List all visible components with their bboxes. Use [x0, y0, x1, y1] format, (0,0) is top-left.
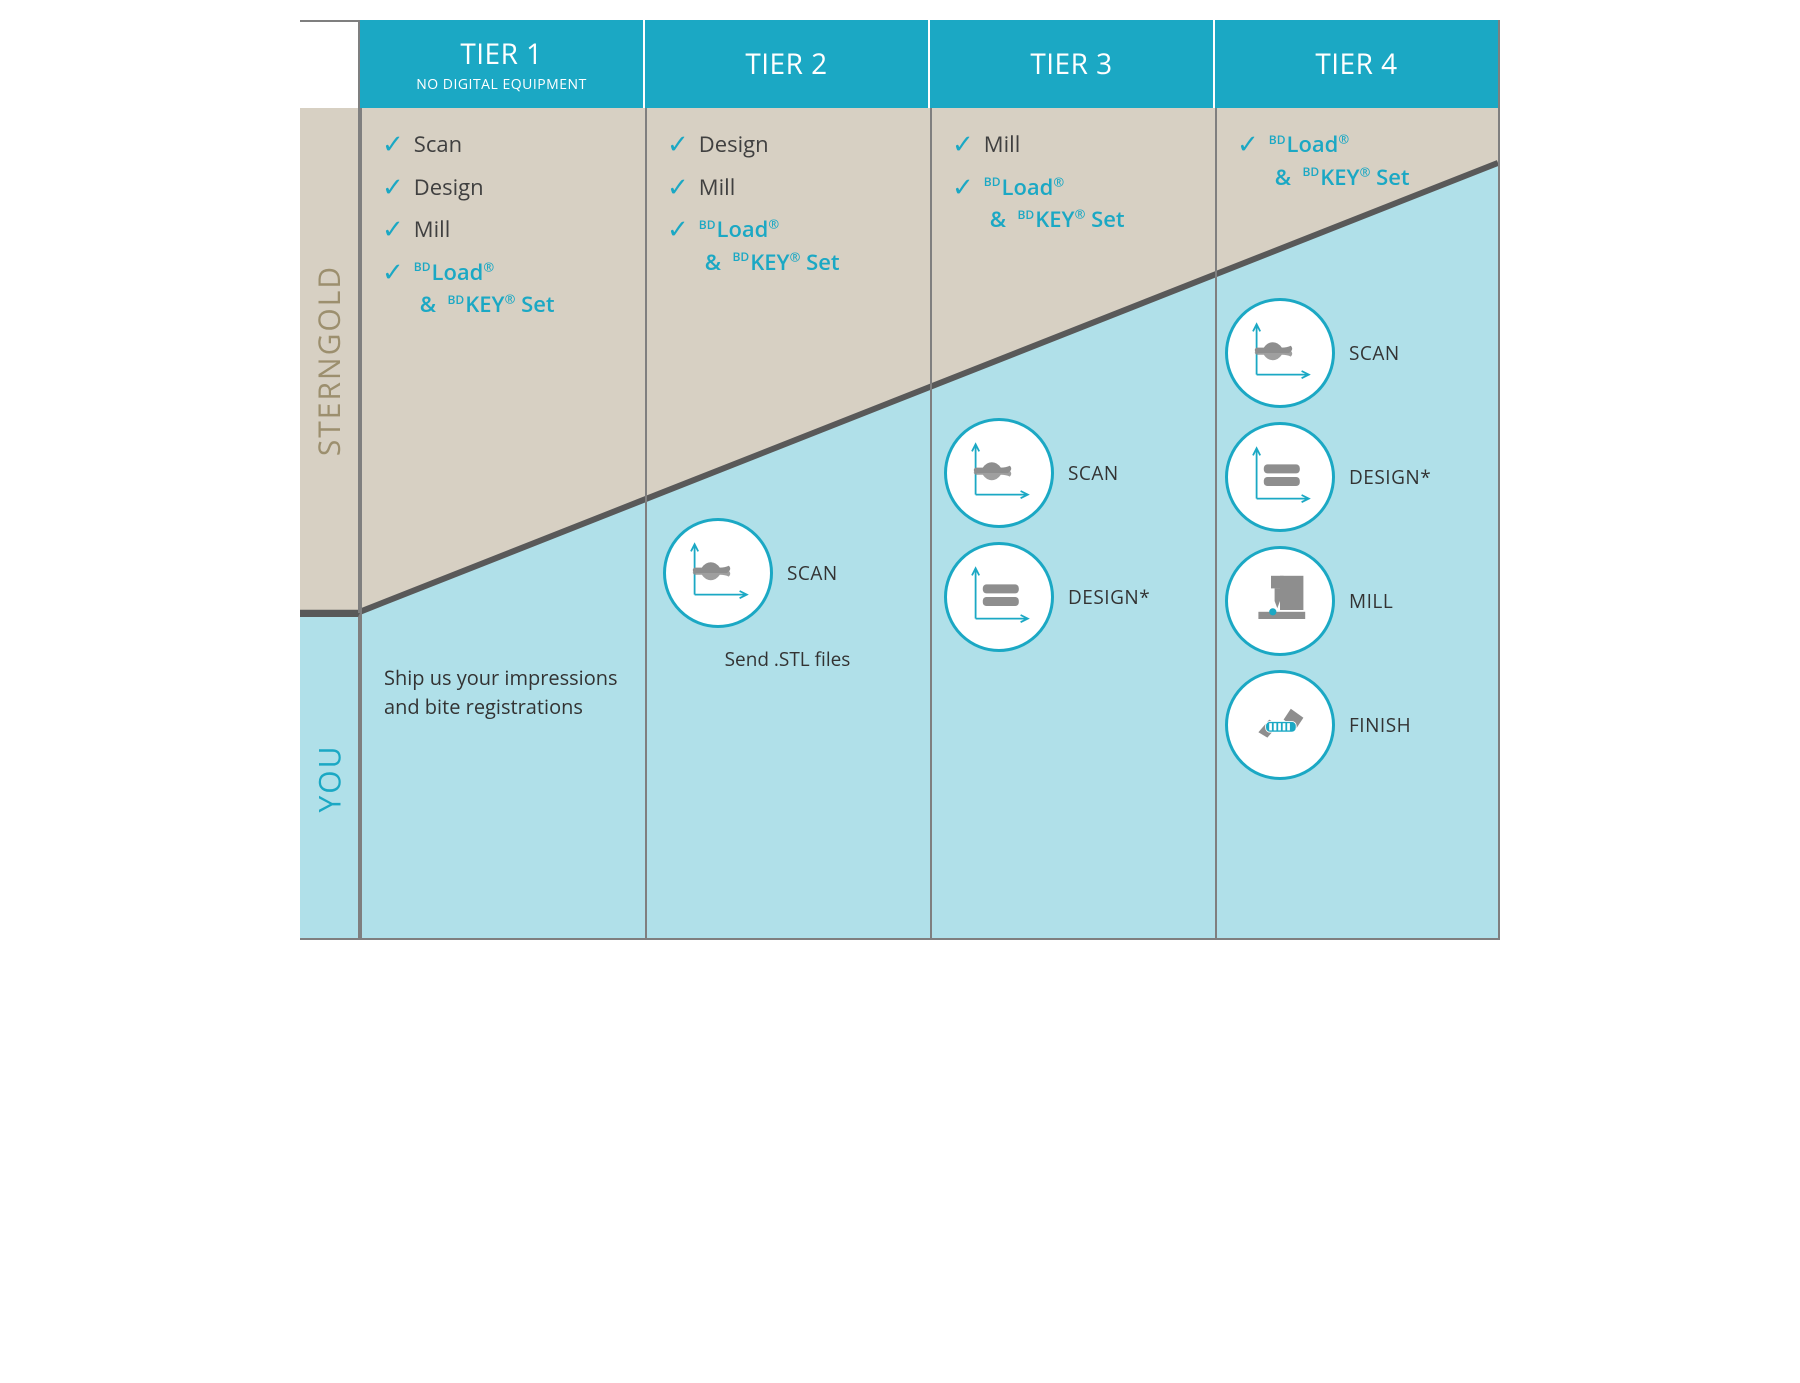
header-title: TIER 2 — [745, 45, 827, 83]
check-item: ✓ Mill — [667, 173, 914, 202]
check-text: BDLoad® & BDKEY® Set — [699, 215, 840, 276]
check-item: ✓ Design — [382, 173, 629, 202]
tier-2-sterngold: ✓ Design ✓ Mill ✓ BDLoad® & BDKEY® Set — [667, 130, 914, 276]
check-text: Mill — [699, 173, 735, 202]
you-step-label: SCAN — [787, 560, 838, 586]
you-step: FINISH — [1225, 670, 1490, 780]
you-step-label: MILL — [1349, 588, 1393, 614]
row-label-you: YOU — [300, 613, 360, 940]
check-icon: ✓ — [382, 173, 404, 199]
tier-comparison-chart: TIER 1 NO DIGITAL EQUIPMENT TIER 2 TIER … — [300, 20, 1500, 940]
row-label-text: YOU — [309, 745, 350, 813]
check-icon: ✓ — [952, 173, 974, 199]
tier-3-icons: SCAN DESIGN* — [944, 418, 1201, 652]
tier-1-you: Ship us your impressions and bite regist… — [360, 663, 645, 721]
you-step-label: SCAN — [1349, 340, 1400, 366]
check-text: BDLoad® & BDKEY® Set — [414, 258, 555, 319]
check-text: Mill — [984, 130, 1020, 159]
tier-3-sterngold: ✓ Mill ✓ BDLoad® & BDKEY® Set — [952, 130, 1199, 234]
header-title: TIER 3 — [1030, 45, 1112, 83]
you-step-label: DESIGN* — [1349, 464, 1431, 490]
design-icon — [1225, 422, 1335, 532]
you-step-label: FINISH — [1349, 712, 1411, 738]
check-icon: ✓ — [667, 173, 689, 199]
scan-icon — [1225, 298, 1335, 408]
header-title: TIER 1 — [460, 35, 542, 73]
scan-icon — [663, 518, 773, 628]
tier-1-you-note: Ship us your impressions and bite regist… — [384, 663, 621, 721]
row-label-text: STERNGOLD — [309, 265, 350, 456]
you-step: SCAN — [944, 418, 1201, 528]
check-item-accent: ✓ BDLoad® & BDKEY® Set — [382, 258, 629, 319]
tier-2-you-note: Send .STL files — [663, 646, 912, 672]
check-text: Scan — [414, 130, 462, 159]
check-icon: ✓ — [382, 130, 404, 156]
check-text: BDLoad® & BDKEY® Set — [984, 173, 1125, 234]
scan-icon — [944, 418, 1054, 528]
check-text: Design — [699, 130, 769, 159]
check-text: Design — [414, 173, 484, 202]
tier-2-you: SCAN Send .STL files — [645, 518, 930, 672]
tier-1-sterngold: ✓ Scan ✓ Design ✓ Mill ✓ BDLoad® & BDKEY… — [382, 130, 629, 319]
header-spacer — [300, 20, 360, 108]
tier-1-column: ✓ Scan ✓ Design ✓ Mill ✓ BDLoad® & BDKEY… — [360, 108, 645, 938]
tier-4-sterngold: ✓ BDLoad® & BDKEY® Set — [1237, 130, 1484, 191]
you-step: DESIGN* — [1225, 422, 1490, 532]
header-tier-3: TIER 3 — [930, 20, 1215, 108]
tier-4-column: ✓ BDLoad® & BDKEY® Set SCAN — [1215, 108, 1498, 938]
check-icon: ✓ — [382, 258, 404, 284]
tier-3-you: SCAN DESIGN* — [930, 418, 1215, 666]
finish-icon — [1225, 670, 1335, 780]
header-tier-4: TIER 4 — [1215, 20, 1498, 108]
mill-icon — [1225, 546, 1335, 656]
tier-2-column: ✓ Design ✓ Mill ✓ BDLoad® & BDKEY® Set — [645, 108, 930, 938]
check-icon: ✓ — [382, 215, 404, 241]
grid-area: STERNGOLD YOU ✓ Scan ✓ Design ✓ Mill ✓ B… — [300, 108, 1498, 940]
check-item-accent: ✓ BDLoad® & BDKEY® Set — [667, 215, 914, 276]
header-title: TIER 4 — [1315, 45, 1397, 83]
check-item: ✓ Scan — [382, 130, 629, 159]
you-step-label: DESIGN* — [1068, 584, 1150, 610]
check-item: ✓ Mill — [952, 130, 1199, 159]
header-subtitle: NO DIGITAL EQUIPMENT — [416, 75, 587, 94]
check-icon: ✓ — [667, 215, 689, 241]
check-text: BDLoad® & BDKEY® Set — [1269, 130, 1410, 191]
tier-2-icons: SCAN — [663, 518, 912, 628]
check-icon: ✓ — [667, 130, 689, 156]
you-step: SCAN — [663, 518, 912, 628]
you-step: MILL — [1225, 546, 1490, 656]
you-step: SCAN — [1225, 298, 1490, 408]
tier-4-icons: SCAN DESIGN* MILL — [1225, 298, 1490, 780]
check-item: ✓ Design — [667, 130, 914, 159]
tier-3-column: ✓ Mill ✓ BDLoad® & BDKEY® Set SCAN — [930, 108, 1215, 938]
check-text: Mill — [414, 215, 450, 244]
header-row: TIER 1 NO DIGITAL EQUIPMENT TIER 2 TIER … — [300, 20, 1498, 108]
header-tier-2: TIER 2 — [645, 20, 930, 108]
row-label-sterngold: STERNGOLD — [300, 108, 360, 613]
check-item-accent: ✓ BDLoad® & BDKEY® Set — [952, 173, 1199, 234]
check-item-accent: ✓ BDLoad® & BDKEY® Set — [1237, 130, 1484, 191]
design-icon — [944, 542, 1054, 652]
header-tier-1: TIER 1 NO DIGITAL EQUIPMENT — [360, 20, 645, 108]
check-icon: ✓ — [1237, 130, 1259, 156]
tier-4-you: SCAN DESIGN* MILL — [1215, 298, 1498, 794]
check-icon: ✓ — [952, 130, 974, 156]
you-step: DESIGN* — [944, 542, 1201, 652]
you-step-label: SCAN — [1068, 460, 1119, 486]
check-item: ✓ Mill — [382, 215, 629, 244]
